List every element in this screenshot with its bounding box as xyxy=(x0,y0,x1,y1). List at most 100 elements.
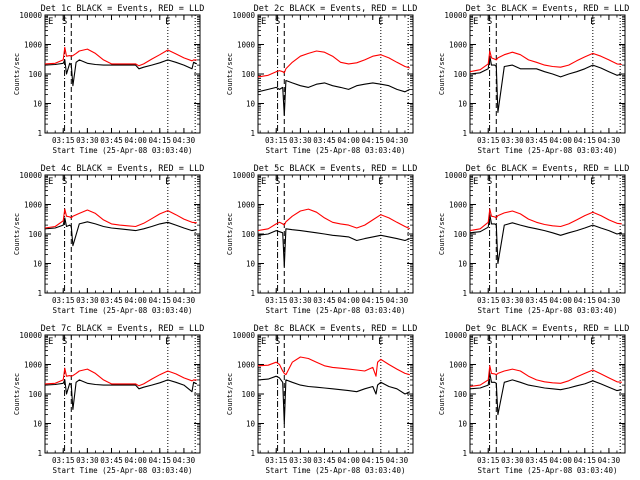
y-tick-label: 1 xyxy=(462,129,467,138)
x-tick-label: 04:00 xyxy=(124,296,147,305)
x-tick-label: 03:45 xyxy=(100,296,123,305)
series-events-line xyxy=(44,379,198,410)
x-tick-label: 03:15 xyxy=(52,456,75,465)
x-tick-label: 04:15 xyxy=(361,136,384,145)
marker-label-S: S xyxy=(487,177,492,187)
y-tick-label: 100 xyxy=(453,230,467,239)
panel-9: Det 9c BLACK = Events, RED = LLD 1 10 100 10… xyxy=(438,324,629,475)
panel-2: Det 2c BLACK = Events, RED = LLD 1 10 100 10… xyxy=(226,4,417,155)
y-tick-label: 100 xyxy=(241,390,255,399)
y-tick-label: 10000 xyxy=(19,171,42,180)
x-tick-label: 04:00 xyxy=(337,136,360,145)
series-events-line xyxy=(257,228,411,267)
x-tick-label: 04:30 xyxy=(598,456,621,465)
plot-frame xyxy=(257,174,414,294)
y-tick-label: 10000 xyxy=(232,331,255,340)
marker-label-E: E xyxy=(590,17,595,27)
y-tick-label: 100 xyxy=(453,390,467,399)
x-tick-label: 04:00 xyxy=(549,456,572,465)
x-tick-label: 04:15 xyxy=(573,136,596,145)
marker-label-E: E xyxy=(165,337,170,347)
y-axis-label: Counts/sec xyxy=(226,213,234,255)
y-tick-label: 10000 xyxy=(19,331,42,340)
panel-4: Det 4c BLACK = Events, RED = LLD 1 10 100 10… xyxy=(13,164,204,315)
x-tick-label: 04:15 xyxy=(148,136,171,145)
plot-frame xyxy=(257,14,414,134)
x-tick-label: 04:30 xyxy=(386,296,409,305)
marker-label-E: E xyxy=(48,337,53,347)
y-tick-label: 1 xyxy=(250,449,255,458)
y-tick-label: 10 xyxy=(33,260,43,269)
x-tick-label: 03:15 xyxy=(477,136,500,145)
plot-frame xyxy=(44,174,201,294)
x-tick-label: 03:15 xyxy=(265,456,288,465)
y-tick-label: 100 xyxy=(28,390,42,399)
y-tick-label: 1000 xyxy=(237,41,256,50)
panel-title: Det 2c BLACK = Events, RED = LLD xyxy=(254,4,418,14)
x-axis-label: Start Time (25-Apr-08 03:03:40) xyxy=(53,466,193,475)
x-tick-label: 03:30 xyxy=(501,296,524,305)
x-tick-label: 04:30 xyxy=(386,136,409,145)
marker-label-E: E xyxy=(473,17,478,27)
y-tick-label: 10 xyxy=(246,100,256,109)
series-lld-line xyxy=(469,50,622,73)
marker-label-E: E xyxy=(378,337,383,347)
marker-label-E: E xyxy=(473,177,478,187)
plot-frame xyxy=(469,14,626,134)
x-tick-label: 03:15 xyxy=(477,456,500,465)
panel-title: Det 5c BLACK = Events, RED = LLD xyxy=(254,164,418,174)
marker-label-S: S xyxy=(275,337,280,347)
y-axis-label: Counts/sec xyxy=(226,373,234,415)
x-tick-label: 04:30 xyxy=(173,296,196,305)
panel-7: Det 7c BLACK = Events, RED = LLD 1 10 100 10… xyxy=(13,324,204,475)
x-tick-label: 03:30 xyxy=(76,296,99,305)
series-events-line xyxy=(469,55,622,113)
x-tick-label: 03:30 xyxy=(289,456,312,465)
y-axis-label: Counts/sec xyxy=(13,373,21,415)
x-axis-label: Start Time (25-Apr-08 03:03:40) xyxy=(53,146,193,155)
y-axis-label: Counts/sec xyxy=(438,373,446,415)
x-tick-label: 03:30 xyxy=(501,456,524,465)
x-tick-label: 03:45 xyxy=(525,296,548,305)
plot-frame xyxy=(469,334,626,454)
y-tick-label: 10000 xyxy=(444,11,467,20)
marker-label-S: S xyxy=(487,337,492,347)
y-tick-label: 100 xyxy=(453,70,467,79)
y-axis-label: Counts/sec xyxy=(226,53,234,95)
y-tick-label: 1000 xyxy=(24,361,43,370)
x-tick-label: 03:30 xyxy=(289,136,312,145)
marker-label-E: E xyxy=(261,337,266,347)
x-tick-label: 04:00 xyxy=(337,296,360,305)
y-tick-label: 1000 xyxy=(24,41,43,50)
x-tick-label: 04:00 xyxy=(124,136,147,145)
x-tick-label: 04:00 xyxy=(549,296,572,305)
marker-label-S: S xyxy=(62,177,67,187)
y-tick-label: 1 xyxy=(37,449,42,458)
y-tick-label: 1000 xyxy=(449,41,468,50)
x-tick-label: 03:45 xyxy=(313,296,336,305)
y-tick-label: 100 xyxy=(241,230,255,239)
x-tick-label: 03:45 xyxy=(525,136,548,145)
y-tick-label: 100 xyxy=(28,70,42,79)
x-tick-label: 04:00 xyxy=(124,456,147,465)
x-tick-label: 04:15 xyxy=(361,296,384,305)
panel-5: Det 5c BLACK = Events, RED = LLD 1 10 100 10… xyxy=(226,164,417,315)
marker-label-E: E xyxy=(165,177,170,187)
marker-label-E: E xyxy=(261,177,266,187)
marker-label-S: S xyxy=(275,177,280,187)
plot-frame xyxy=(469,174,626,294)
x-tick-label: 04:30 xyxy=(173,456,196,465)
series-lld-line xyxy=(257,208,411,232)
x-tick-label: 03:45 xyxy=(525,456,548,465)
y-tick-label: 1 xyxy=(37,289,42,298)
y-tick-label: 10 xyxy=(458,100,468,109)
series-events-line xyxy=(257,375,411,425)
y-tick-label: 100 xyxy=(28,230,42,239)
x-tick-label: 04:30 xyxy=(598,136,621,145)
x-tick-label: 03:30 xyxy=(501,136,524,145)
y-tick-label: 10000 xyxy=(232,11,255,20)
y-tick-label: 10000 xyxy=(444,331,467,340)
x-tick-label: 04:15 xyxy=(361,456,384,465)
plot-frame xyxy=(44,14,201,134)
